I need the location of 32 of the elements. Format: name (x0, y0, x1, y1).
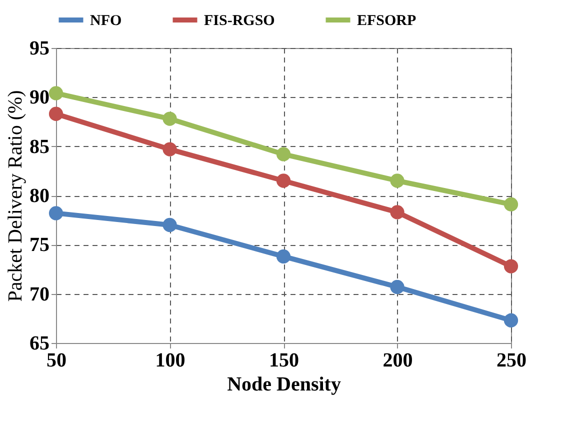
x-tick-label: 150 (269, 350, 299, 372)
point (162, 112, 177, 126)
y-tick-label: 85 (30, 136, 50, 158)
point (390, 174, 404, 188)
point (48, 86, 64, 100)
y-axis-title: Packet Delivery Ratio (%) (4, 90, 26, 302)
x-axis-title: Node Density (227, 374, 341, 396)
legend-label: FIS-RGSO (204, 13, 275, 29)
y-tick-label: 65 (30, 332, 50, 354)
y-tick-label: 70 (30, 283, 50, 306)
legend-label: EFSORP (357, 13, 416, 29)
point (390, 205, 404, 220)
y-tick-label: 90 (30, 86, 50, 109)
point (162, 142, 177, 156)
point (504, 259, 518, 274)
point (504, 313, 518, 328)
x-tick-label: 100 (155, 350, 186, 372)
point (48, 106, 64, 121)
point (162, 218, 177, 232)
point (48, 206, 64, 220)
y-tick-label: 95 (30, 38, 50, 60)
point (390, 280, 404, 294)
point (276, 174, 291, 188)
point (504, 197, 518, 212)
legend-label: NFO (90, 13, 122, 29)
x-tick-label: 200 (382, 350, 413, 372)
y-tick-label: 75 (30, 234, 50, 256)
y-tick-label: 80 (30, 185, 50, 207)
x-tick-label: 50 (46, 350, 66, 372)
x-tick-label: 250 (496, 350, 526, 372)
point (276, 147, 291, 162)
point (276, 249, 291, 264)
